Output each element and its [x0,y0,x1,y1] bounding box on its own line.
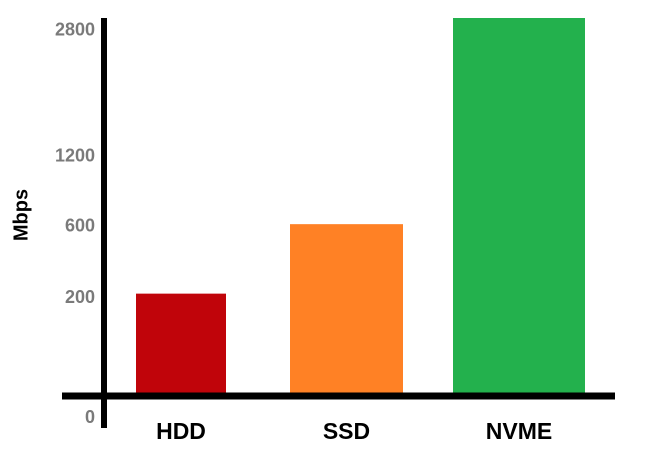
bar [136,293,226,396]
x-tick-label: SSD [323,418,370,444]
bar [290,224,403,396]
y-tick-label: 0 [85,407,95,427]
y-tick-label: 2800 [55,20,95,40]
x-tick-label: HDD [156,418,206,444]
y-axis-label: Mbps [10,189,32,241]
bar [453,18,585,396]
y-tick-label: 1200 [55,146,95,166]
y-tick-label: 600 [65,216,95,236]
y-tick-label: 200 [65,287,95,307]
x-tick-label: NVME [486,418,552,444]
